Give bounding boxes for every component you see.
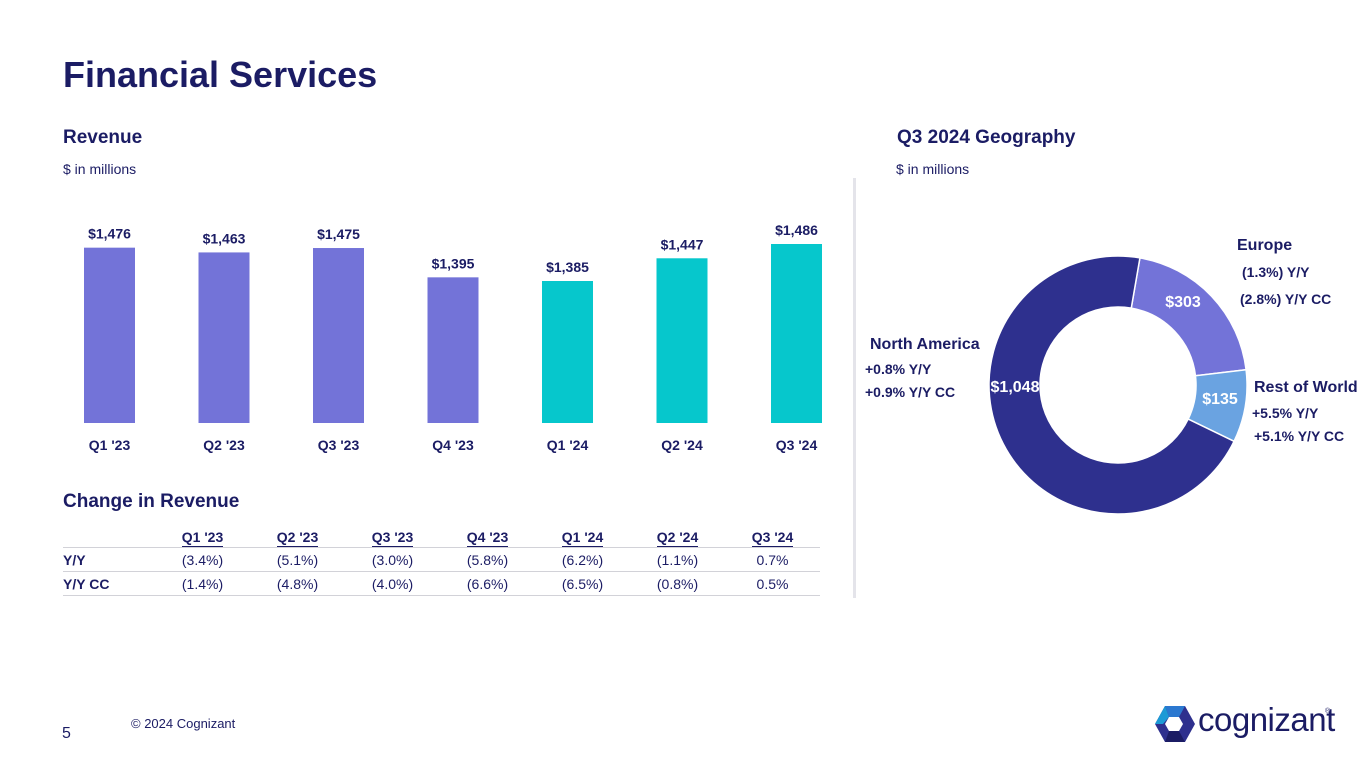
table-header: Q1 '23 — [181, 529, 224, 547]
revenue-bar — [84, 247, 135, 423]
brand-registered-mark: ® — [1325, 708, 1331, 715]
bar-data-label: $1,475 — [317, 226, 360, 242]
table-cell: (0.8%) — [630, 571, 725, 596]
table-header: Q4 '23 — [466, 529, 509, 547]
table-cell: 0.5% — [725, 571, 820, 596]
table-header: Q2 '23 — [276, 529, 319, 547]
x-tick-label: Q3 '24 — [776, 437, 818, 453]
bar-data-label: $1,476 — [88, 226, 131, 242]
revenue-bar — [771, 244, 822, 423]
bar-data-label: $1,486 — [775, 222, 818, 238]
north-america-yy: +0.8% Y/Y — [865, 361, 932, 377]
geography-title: Q3 2024 Geography — [897, 127, 1076, 148]
table-cell: (5.8%) — [440, 547, 535, 572]
table-header-blank — [63, 527, 155, 548]
table-cell: (3.0%) — [345, 547, 440, 572]
x-tick-label: Q3 '23 — [318, 437, 360, 453]
x-tick-label: Q4 '23 — [432, 437, 474, 453]
donut-slice — [988, 255, 1236, 515]
cognizant-logo-icon — [1155, 706, 1195, 742]
brand-name: cognizant — [1198, 701, 1335, 738]
bar-data-label: $1,395 — [432, 255, 475, 271]
revenue-bar-chart: $1,476 Q1 '23 $1,463 Q2 '23 $1,475 Q3 '23 $1,3… — [84, 222, 822, 453]
north-america-yy-cc: +0.9% Y/Y CC — [865, 384, 956, 400]
table-cell: 0.7% — [725, 547, 820, 572]
table-header-row: Q1 '23 Q2 '23 Q3 '23 Q4 '23 Q1 '24 Q2 '2… — [63, 527, 820, 548]
change-in-revenue-title: Change in Revenue — [63, 491, 240, 512]
table-row: Y/Y CC (1.4%) (4.8%) (4.0%) (6.6%) (6.5%… — [63, 571, 820, 596]
section-divider — [853, 178, 856, 598]
donut-slice — [1130, 257, 1247, 377]
table-cell: (4.8%) — [250, 571, 345, 596]
table-cell: (6.6%) — [440, 571, 535, 596]
table-header: Q1 '24 — [561, 529, 604, 547]
revenue-bar — [656, 258, 708, 423]
revenue-bar — [198, 252, 250, 423]
europe-label: Europe — [1237, 237, 1293, 254]
europe-yy-cc: (2.8%) Y/Y CC — [1240, 291, 1332, 307]
geography-subtitle: $ in millions — [896, 161, 970, 177]
rest-of-world-label: Rest of World — [1254, 379, 1358, 396]
copyright-text: © 2024 Cognizant — [131, 716, 236, 731]
table-header: Q3 '23 — [371, 529, 414, 547]
table-cell: (1.4%) — [155, 571, 250, 596]
north-america-label: North America — [870, 336, 980, 353]
bar-data-label: $1,463 — [203, 230, 246, 246]
bar-data-label: $1,385 — [546, 259, 589, 275]
row-label: Y/Y CC — [63, 571, 155, 596]
table-cell: (1.1%) — [630, 547, 725, 572]
donut-slice — [1187, 368, 1248, 443]
slice-data-label: $1,048 — [991, 379, 1040, 396]
slice-data-label: $303 — [1165, 294, 1201, 311]
table-cell: (6.2%) — [535, 547, 630, 572]
change-in-revenue-table: Q1 '23 Q2 '23 Q3 '23 Q4 '23 Q1 '24 Q2 '2… — [63, 527, 820, 596]
x-tick-label: Q1 '24 — [547, 437, 589, 453]
revenue-subtitle: $ in millions — [63, 161, 137, 177]
row-label: Y/Y — [63, 547, 155, 572]
geography-donut-chart: $303 $135 $1,048 — [988, 255, 1248, 515]
table-header: Q2 '24 — [656, 529, 699, 547]
revenue-bar — [427, 277, 479, 423]
table-row: Y/Y (3.4%) (5.1%) (3.0%) (5.8%) (6.2%) (… — [63, 547, 820, 572]
x-tick-label: Q2 '24 — [661, 437, 703, 453]
bar-data-label: $1,447 — [661, 236, 704, 252]
europe-yy: (1.3%) Y/Y — [1242, 264, 1310, 280]
page-number: 5 — [62, 725, 71, 742]
rest-of-world-yy: +5.5% Y/Y — [1252, 405, 1319, 421]
table-header: Q3 '24 — [751, 529, 794, 547]
slice-data-label: $135 — [1202, 391, 1238, 408]
table-cell: (6.5%) — [535, 571, 630, 596]
table-cell: (4.0%) — [345, 571, 440, 596]
x-tick-label: Q1 '23 — [89, 437, 131, 453]
revenue-bar — [313, 248, 364, 423]
rest-of-world-yy-cc: +5.1% Y/Y CC — [1254, 428, 1345, 444]
page-title: Financial Services — [63, 54, 378, 95]
revenue-bar — [542, 281, 593, 423]
table-cell: (3.4%) — [155, 547, 250, 572]
x-tick-label: Q2 '23 — [203, 437, 245, 453]
revenue-title: Revenue — [63, 127, 143, 148]
table-cell: (5.1%) — [250, 547, 345, 572]
